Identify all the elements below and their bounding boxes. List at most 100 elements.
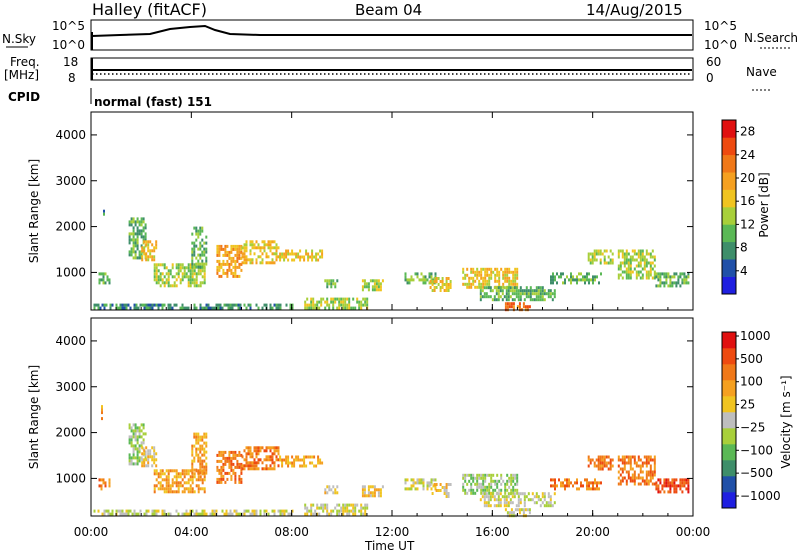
ytick-label: 2000 (55, 220, 86, 234)
ytick-label: 4000 (55, 334, 86, 348)
nave-label: Nave (746, 65, 777, 79)
ytick-label: 1000 (55, 471, 86, 485)
velocity-region (98, 478, 111, 491)
colorbar-tick-label: 28 (740, 125, 755, 139)
velocity-region (101, 405, 103, 421)
velocity-region (429, 483, 452, 498)
freq-panel: Freq. [MHz] 18 8 60 0 Nave (4, 55, 777, 91)
colorbar-swatch (722, 241, 736, 260)
power-region (324, 279, 339, 289)
power-region (141, 240, 158, 262)
sky-left-label: N.Sky (2, 32, 36, 46)
colorbar-swatch (722, 189, 736, 208)
colorbar-tick-label: 25 (740, 398, 755, 412)
velocity-region (550, 478, 602, 491)
colorbar-tick-label: −100 (740, 443, 773, 457)
time-axis-labels: 00:00 04:00 08:00 12:00 16:00 20:00 00:00 (74, 525, 711, 539)
velocity-region (216, 450, 243, 484)
colorbar-tick-label: 20 (740, 171, 755, 185)
xtick-label: 16:00 (475, 525, 510, 539)
sky-trace (91, 24, 692, 37)
power-data (93, 209, 690, 312)
ytick-label: 3000 (55, 174, 86, 188)
beam-label: Beam 04 (355, 1, 423, 19)
velocity-region (324, 485, 339, 495)
colorbar-tick-label: 500 (740, 352, 763, 366)
colorbar-tick-label: 100 (740, 375, 763, 389)
power-region (191, 226, 208, 269)
power-region (462, 267, 519, 289)
colorbar-tick-label: −500 (740, 466, 773, 480)
velocity-region (361, 485, 384, 498)
colorbar-swatch (722, 396, 736, 413)
xtick-label: 00:00 (74, 525, 109, 539)
cpid-text: normal (fast) 151 (94, 95, 212, 109)
colorbar-tick-label: 16 (740, 194, 755, 208)
sky-panel: N.Sky 10^5 10^0 10^5 10^0 N.Search (2, 19, 798, 52)
power-region (216, 244, 243, 278)
colorbar-swatch (722, 460, 736, 477)
power-region (404, 272, 437, 285)
colorbar-swatch (722, 444, 736, 461)
power-region (479, 286, 556, 302)
velocity-region (404, 478, 437, 491)
sky-right-label: N.Search (744, 31, 798, 45)
velocity-data (93, 405, 690, 518)
xtick-label: 20:00 (575, 525, 610, 539)
velocity-region (93, 509, 294, 516)
power-region (93, 303, 294, 310)
colorbar-swatch (722, 137, 736, 156)
xtick-label: 00:00 (676, 525, 711, 539)
power-region (550, 272, 602, 285)
power-region (103, 209, 105, 216)
colorbar-swatch (722, 120, 736, 138)
colorbar-swatch (722, 332, 736, 349)
sky-left-tick-bottom: 10^0 (52, 38, 85, 52)
sky-left-tick-top: 10^5 (52, 19, 85, 33)
power-region (361, 279, 384, 292)
xtick-label: 08:00 (274, 525, 309, 539)
velocity-ylabel: Slant Range [km] (27, 365, 41, 469)
colorbar-tick-label: 1000 (740, 329, 771, 343)
velocity-panel: 1000 2000 3000 4000 Slant Range [km] 1000 50… (27, 317, 793, 518)
ytick-label: 2000 (55, 426, 86, 440)
colorbar-swatch (722, 492, 736, 509)
velocity-region (304, 503, 369, 516)
colorbar-tick-label: 8 (740, 241, 748, 255)
power-ylabel: Slant Range [km] (27, 159, 41, 263)
power-region (429, 277, 452, 292)
colorbar-swatch (722, 276, 736, 295)
colorbar-swatch (722, 172, 736, 190)
sky-right-tick-top: 10^5 (704, 19, 737, 33)
colorbar-tick-label: 12 (740, 217, 755, 231)
power-region (587, 249, 614, 265)
colorbar-swatch (722, 348, 736, 365)
power-region (241, 240, 280, 265)
colorbar-swatch (722, 207, 736, 225)
power-region (617, 249, 656, 280)
velocity-region (479, 492, 556, 508)
colorbar-swatch (722, 412, 736, 429)
power-region (655, 272, 690, 288)
cpid-label: CPID (8, 90, 40, 104)
colorbar-tick-label: −1000 (740, 489, 781, 503)
velocity-region (617, 455, 656, 486)
ytick-label: 1000 (55, 265, 86, 279)
time-axis-label: Time UT (364, 539, 415, 553)
velocity-region (655, 478, 690, 494)
xtick-label: 12:00 (375, 525, 410, 539)
colorbar-swatch (722, 476, 736, 493)
velocity-region (241, 446, 280, 471)
freq-left-tick-top: 18 (63, 55, 78, 69)
power-region (279, 249, 324, 262)
sky-right-tick-bottom: 10^0 (704, 38, 737, 52)
colorbar-tick-label: 4 (740, 264, 748, 278)
freq-right-tick-top: 60 (706, 55, 721, 69)
power-colorbar-label: Power [dB] (757, 172, 771, 237)
freq-right-tick-bottom: 0 (706, 71, 714, 85)
page-title: Halley (fitACF) (92, 0, 207, 19)
velocity-colorbar: 1000 500 100 25 −25 −100 −500 −1000 (721, 329, 781, 509)
velocity-region (191, 432, 208, 475)
velocity-region (141, 446, 158, 468)
